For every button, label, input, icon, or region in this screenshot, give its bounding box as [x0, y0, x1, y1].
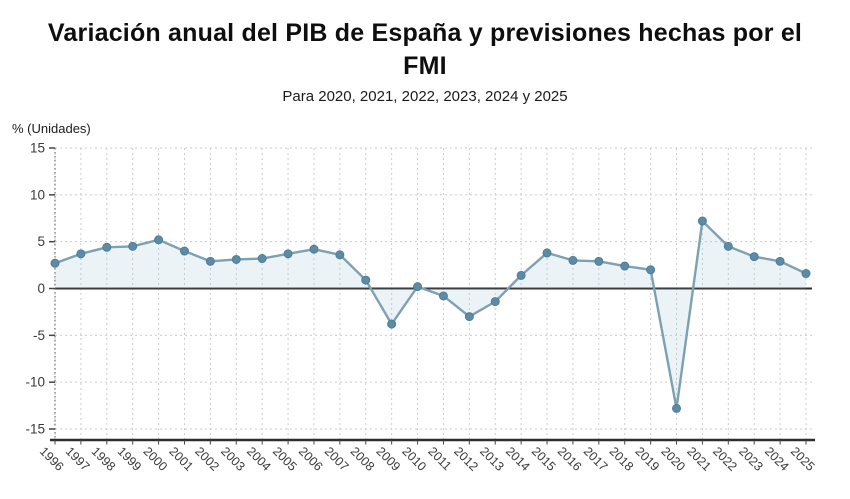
- data-point-2016: [568, 255, 578, 265]
- data-point-2025: [801, 269, 811, 279]
- x-tick-label: 2012: [451, 444, 481, 474]
- y-tick-label: 15: [30, 141, 45, 156]
- y-axis-unit-label: % (Unidades): [12, 121, 91, 136]
- x-tick-label: 2009: [374, 444, 404, 474]
- chart-header: Variación anual del PIB de España y prev…: [0, 0, 850, 105]
- x-tick-label: 2010: [399, 444, 429, 474]
- data-point-2021: [697, 216, 707, 226]
- data-point-2005: [283, 249, 293, 259]
- chart-title-line2: FMI: [403, 51, 447, 80]
- chart-subtitle: Para 2020, 2021, 2022, 2023, 2024 y 2025: [282, 88, 568, 105]
- data-point-2017: [594, 256, 604, 266]
- chart-title-line1: Variación anual del PIB de España y prev…: [47, 19, 803, 47]
- data-point-2023: [749, 252, 759, 262]
- data-point-2008: [361, 275, 371, 285]
- x-tick-label: 2007: [322, 444, 352, 474]
- data-point-2020: [672, 403, 682, 413]
- x-tick-label: 1999: [115, 444, 145, 474]
- data-point-1997: [76, 249, 86, 259]
- x-tick-label: 2000: [140, 444, 170, 474]
- x-tick-label: 2023: [736, 444, 766, 474]
- x-tick-label: 2011: [425, 444, 454, 473]
- x-tick-label: 2022: [710, 444, 740, 474]
- x-tick-label: 2005: [270, 444, 300, 474]
- data-point-2013: [490, 297, 500, 307]
- chart-title: Variación anual del PIB de España y prev…: [0, 17, 850, 82]
- data-point-2000: [154, 235, 164, 245]
- x-tick-label: 2008: [348, 444, 378, 474]
- data-point-2019: [646, 265, 656, 275]
- data-point-2009: [387, 319, 397, 329]
- x-tick-label: 2021: [684, 444, 714, 474]
- x-tick-label: 2004: [244, 444, 274, 474]
- data-point-2004: [257, 254, 267, 264]
- x-tick-label: 2002: [192, 444, 222, 474]
- y-tick-label: -15: [25, 422, 45, 437]
- x-tick-label: 1996: [37, 444, 67, 474]
- y-tick-label: -5: [33, 328, 45, 343]
- y-tick-label: 0: [37, 281, 45, 296]
- data-point-2015: [542, 248, 552, 258]
- data-point-2018: [620, 261, 630, 271]
- x-tick-label: 2001: [166, 444, 196, 474]
- data-point-2022: [723, 241, 733, 251]
- y-tick-label: -10: [25, 375, 45, 390]
- x-tick-label: 1998: [89, 444, 119, 474]
- x-tick-label: 2020: [658, 444, 688, 474]
- gdp-line: [54, 219, 807, 410]
- data-point-2001: [179, 246, 189, 256]
- y-tick-label: 10: [30, 187, 45, 202]
- x-tick-label: 1997: [63, 444, 93, 474]
- data-point-2012: [464, 312, 474, 322]
- x-tick-label: 2017: [581, 444, 611, 474]
- data-point-2011: [438, 291, 448, 301]
- y-tick-label: 5: [37, 234, 45, 249]
- data-point-2024: [775, 256, 785, 266]
- data-point-2010: [413, 282, 423, 292]
- data-point-2006: [309, 244, 319, 254]
- data-point-1996: [50, 258, 60, 268]
- x-tick-label: 2003: [218, 444, 248, 474]
- x-tick-label: 2013: [477, 444, 507, 474]
- x-tick-label: 2015: [529, 444, 559, 474]
- data-point-2003: [231, 254, 241, 264]
- data-point-2007: [335, 250, 345, 260]
- gdp-area-fill: [55, 221, 806, 409]
- x-tick-label: 2024: [762, 444, 792, 474]
- x-tick-label: 2018: [607, 444, 637, 474]
- x-tick-label: 2025: [788, 444, 818, 474]
- x-tick-label: 2014: [503, 444, 533, 474]
- x-tick-label: 2019: [632, 444, 662, 474]
- x-tick-label: 2006: [296, 444, 326, 474]
- data-point-1998: [102, 242, 112, 252]
- data-point-2002: [205, 256, 215, 266]
- data-point-1999: [128, 241, 138, 251]
- x-tick-label: 2016: [555, 444, 585, 474]
- data-point-2014: [516, 270, 526, 280]
